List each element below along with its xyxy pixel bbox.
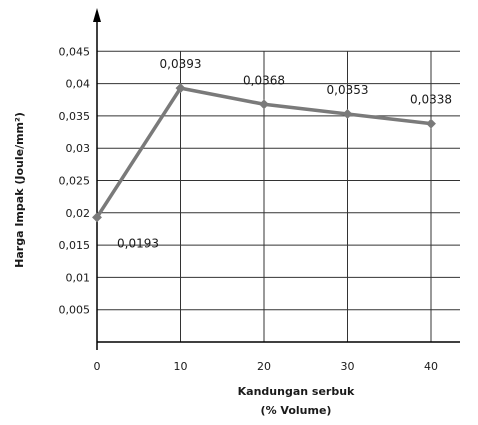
- y-tick-label: 0,02: [66, 207, 91, 220]
- y-tick-label: 0,03: [66, 142, 91, 155]
- y-tick-label: 0,04: [66, 78, 91, 91]
- y-tick-labels: 0,005 0,01 0,015 0,02 0,025 0,03 0,035 0,04 0,04…: [59, 45, 91, 316]
- gridlines: [97, 50, 460, 342]
- data-label: 0,0193: [117, 236, 159, 250]
- data-label: 0,0368: [243, 73, 285, 87]
- y-tick-label: 0,005: [59, 304, 91, 317]
- series-layer: 0,0193 0,0393 0,0368 0,0353 0,0338: [92, 57, 452, 250]
- x-tick-label: 10: [174, 360, 188, 373]
- data-point-marker: [342, 109, 353, 119]
- data-label: 0,0353: [327, 83, 369, 97]
- y-axis-title: Harga Impak (Joule/mm²): [13, 112, 26, 268]
- x-axis-title: Kandungan serbuk: [238, 385, 355, 398]
- data-point-marker: [92, 212, 102, 223]
- y-tick-label: 0,01: [66, 271, 91, 284]
- x-tick-label: 20: [257, 360, 271, 373]
- x-tick-labels: 0 10 20 30 40: [94, 360, 439, 373]
- x-tick-label: 30: [341, 360, 355, 373]
- y-tick-label: 0,015: [59, 239, 91, 252]
- x-tick-label: 40: [424, 360, 438, 373]
- x-axis-unit: (% Volume): [261, 404, 332, 417]
- data-point-marker: [426, 118, 436, 129]
- data-label: 0,0393: [160, 57, 202, 71]
- data-label: 0,0338: [410, 93, 452, 107]
- data-point-marker: [175, 83, 186, 94]
- data-point-marker: [259, 99, 269, 110]
- y-tick-label: 0,025: [59, 175, 91, 188]
- x-tick-label: 0: [94, 360, 101, 373]
- y-axis-arrow-icon: [93, 8, 101, 22]
- y-tick-label: 0,035: [59, 110, 91, 123]
- y-tick-label: 0,045: [59, 45, 91, 58]
